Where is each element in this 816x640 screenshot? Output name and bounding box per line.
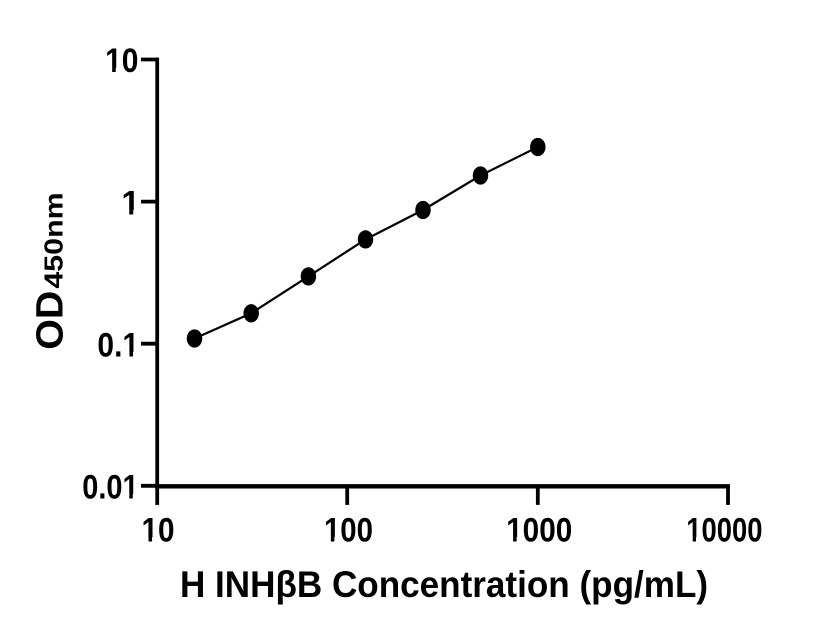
svg-text:10: 10 <box>142 511 175 549</box>
svg-text:450nm: 450nm <box>39 192 68 288</box>
svg-text:10000: 10000 <box>686 511 762 550</box>
svg-text:10: 10 <box>105 41 138 79</box>
svg-text:0.1: 0.1 <box>97 326 139 364</box>
svg-text:H INHβB Concentration (pg/mL): H INHβB Concentration (pg/mL) <box>180 563 708 605</box>
svg-text:OD: OD <box>29 291 71 350</box>
svg-text:1: 1 <box>121 184 140 222</box>
svg-text:1000: 1000 <box>506 511 572 549</box>
svg-text:100: 100 <box>324 510 373 549</box>
svg-text:0.01: 0.01 <box>82 467 138 506</box>
